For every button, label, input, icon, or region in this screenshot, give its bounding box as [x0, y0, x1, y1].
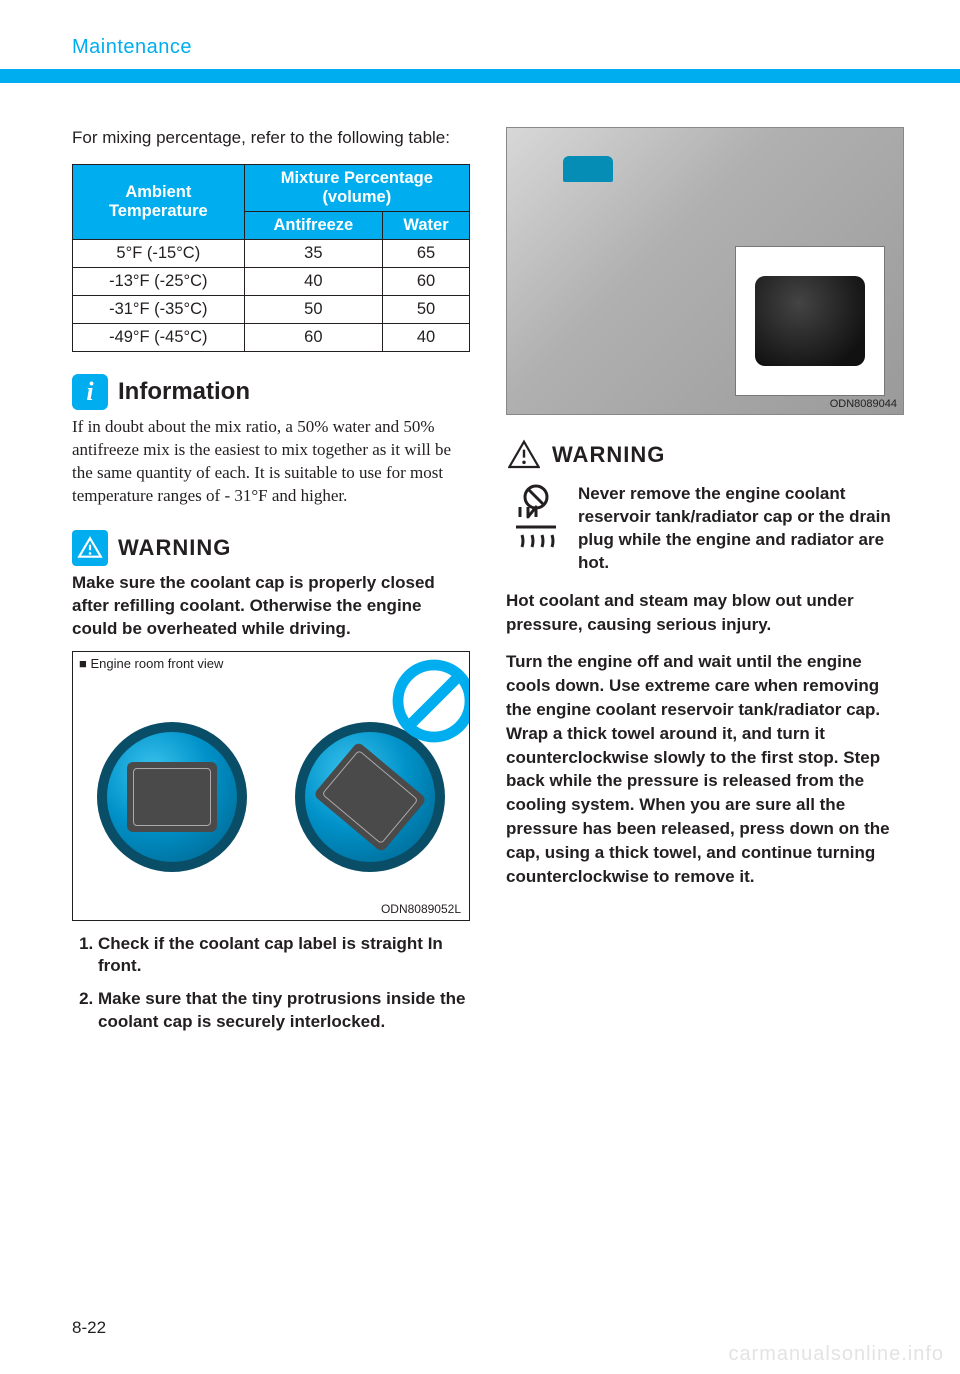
info-icon: i — [72, 374, 108, 410]
radiator-cap-inset — [755, 276, 865, 366]
information-heading: i Information — [72, 374, 470, 410]
figure-caption: ■ Engine room front view — [79, 656, 223, 671]
section-title: Maintenance — [72, 36, 960, 59]
alert-triangle-icon — [77, 535, 103, 561]
cap-correct — [73, 674, 271, 920]
danger-block: Never remove the engine coolant reservoi… — [506, 483, 904, 575]
mixture-table: Ambient Temperature Mixture Percentage (… — [72, 164, 470, 352]
left-column: For mixing percentage, refer to the foll… — [72, 127, 470, 1044]
warning-icon — [506, 437, 542, 473]
reservoir-cap-highlight — [563, 156, 613, 182]
right-column: ODN8089044 WARNING — [506, 127, 904, 1044]
cap-incorrect — [271, 674, 469, 920]
alert-triangle-icon — [508, 439, 540, 471]
hot-surface-icon — [506, 483, 566, 575]
table-subhead-water: Water — [383, 211, 470, 239]
warning-icon — [72, 530, 108, 566]
table-row: 5°F (-15°C) 35 65 — [73, 239, 470, 267]
table-header-temp: Ambient Temperature — [73, 164, 245, 239]
page-number: 8-22 — [72, 1318, 106, 1338]
footer-watermark: carmanualsonline.info — [728, 1343, 944, 1366]
table-subhead-antifreeze: Antifreeze — [244, 211, 382, 239]
table-row: -13°F (-25°C) 40 60 — [73, 267, 470, 295]
intro-text: For mixing percentage, refer to the foll… — [72, 127, 470, 150]
prohibit-icon — [389, 656, 470, 746]
step-item: Make sure that the tiny protrusions insi… — [98, 988, 470, 1034]
info-title: Information — [118, 378, 250, 406]
info-body: If in doubt about the mix ratio, a 50% w… — [72, 416, 470, 508]
engine-inset — [735, 246, 885, 396]
step-list: Check if the coolant cap label is straig… — [72, 933, 470, 1035]
table-header-mixture: Mixture Percentage (volume) — [244, 164, 469, 211]
two-column-layout: For mixing percentage, refer to the foll… — [0, 83, 960, 1044]
warning-body-right: Never remove the engine coolant reservoi… — [578, 483, 904, 575]
warning-body-left: Make sure the coolant cap is properly cl… — [72, 572, 470, 641]
step-item: Check if the coolant cap label is straig… — [98, 933, 470, 979]
paragraph-hot-coolant: Hot coolant and steam may blow out under… — [506, 589, 904, 637]
warning-title-right: WARNING — [552, 442, 665, 468]
table-row: -49°F (-45°C) 60 40 — [73, 323, 470, 351]
warning-heading-left: WARNING — [72, 530, 470, 566]
figure-code-left: ODN8089052L — [381, 902, 461, 916]
engine-photo: ODN8089044 — [506, 127, 904, 415]
warning-heading-right: WARNING — [506, 437, 904, 473]
coolant-cap-figure: ■ Engine room front view ODN8089052L — [72, 651, 470, 921]
paragraph-procedure: Turn the engine off and wait until the e… — [506, 650, 904, 888]
header-accent-bar — [0, 69, 960, 83]
page-header: Maintenance — [0, 0, 960, 59]
table-row: -31°F (-35°C) 50 50 — [73, 295, 470, 323]
figure-code-right: ODN8089044 — [830, 398, 897, 410]
warning-title-left: WARNING — [118, 535, 231, 561]
